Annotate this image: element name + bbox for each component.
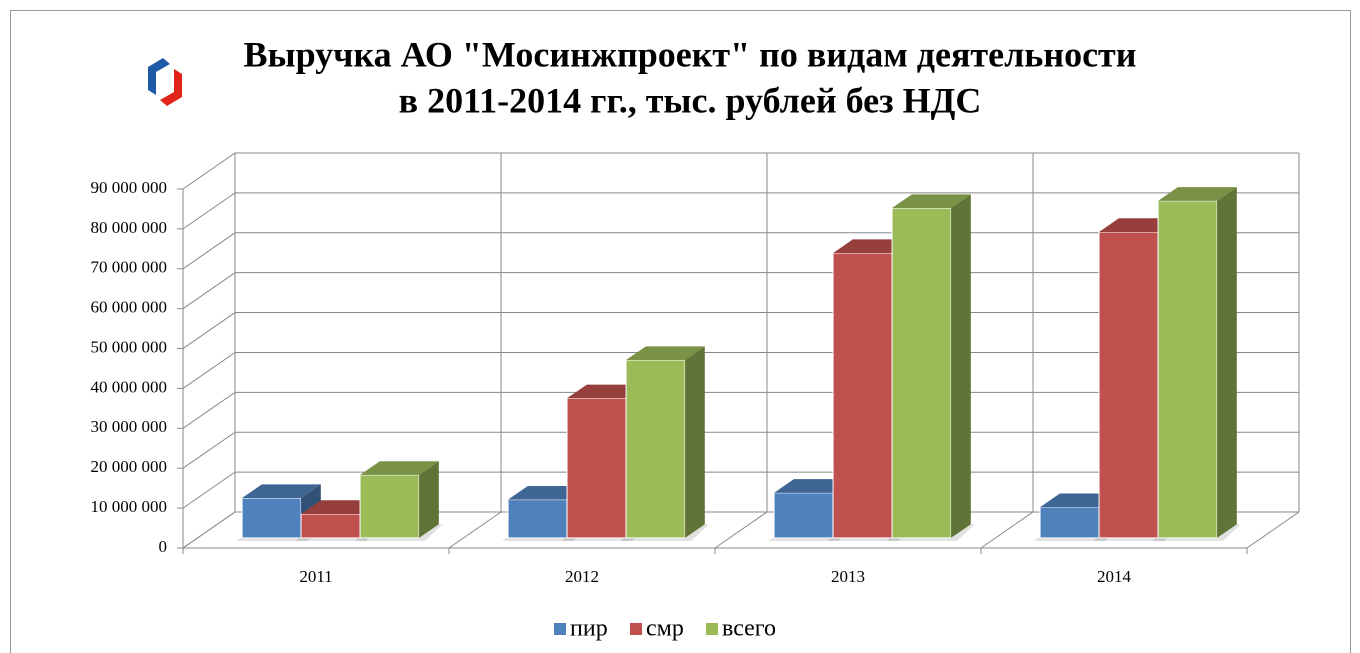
- logo-blue: [148, 58, 170, 95]
- x-tick-label: 2014: [1097, 567, 1132, 586]
- bar: [1039, 506, 1100, 539]
- bar: [625, 359, 686, 539]
- x-tick-label: 2013: [831, 567, 865, 586]
- logo: [148, 58, 182, 106]
- y-tick-label: 0: [159, 537, 168, 556]
- bar-top: [626, 346, 705, 361]
- x-tick-label: 2011: [299, 567, 332, 586]
- bar: [241, 497, 302, 539]
- bar-top: [1158, 187, 1237, 201]
- bar: [832, 252, 893, 539]
- y-tick-label: 50 000 000: [91, 337, 168, 356]
- y-tick-label: 60 000 000: [91, 298, 168, 317]
- bar: [507, 499, 568, 539]
- bar: [359, 474, 420, 539]
- bar-top: [892, 194, 971, 209]
- y-tick-label: 40 000 000: [91, 377, 168, 396]
- chart-title: в 2011-2014 гг., тыс. рублей без НДС: [399, 80, 982, 120]
- bar-side: [1217, 187, 1237, 538]
- floor-line: [182, 511, 236, 549]
- y-tick-label: 30 000 000: [91, 417, 168, 436]
- bar-side: [419, 461, 439, 538]
- bar-side: [685, 346, 705, 538]
- bar: [1157, 200, 1218, 539]
- bar-top: [360, 461, 439, 475]
- floor-line: [980, 511, 1034, 549]
- legend-swatch: [706, 623, 718, 635]
- legend-swatch: [630, 623, 642, 635]
- bar: [1098, 231, 1159, 539]
- y-tick-label: 20 000 000: [91, 457, 168, 476]
- floor-line: [1246, 511, 1300, 549]
- bar: [891, 207, 952, 539]
- bar: [773, 492, 834, 539]
- y-tick-label: 70 000 000: [91, 258, 168, 277]
- legend-swatch: [554, 623, 566, 635]
- legend-label: пир: [570, 616, 608, 642]
- bar-side: [951, 194, 971, 538]
- bar: [300, 513, 361, 539]
- chart-title: Выручка АО "Мосинжпроект" по видам деяте…: [244, 34, 1137, 74]
- y-tick-label: 10 000 000: [91, 497, 168, 516]
- logo-red: [160, 69, 182, 106]
- bar-top: [242, 484, 321, 499]
- floor-line: [714, 511, 768, 549]
- legend-label: всего: [722, 616, 776, 642]
- bar: [566, 397, 627, 539]
- y-tick-label: 80 000 000: [91, 218, 168, 237]
- y-tick-label: 90 000 000: [91, 178, 168, 197]
- x-tick-label: 2012: [565, 567, 599, 586]
- legend-label: смр: [646, 616, 684, 642]
- floor-line: [448, 511, 502, 549]
